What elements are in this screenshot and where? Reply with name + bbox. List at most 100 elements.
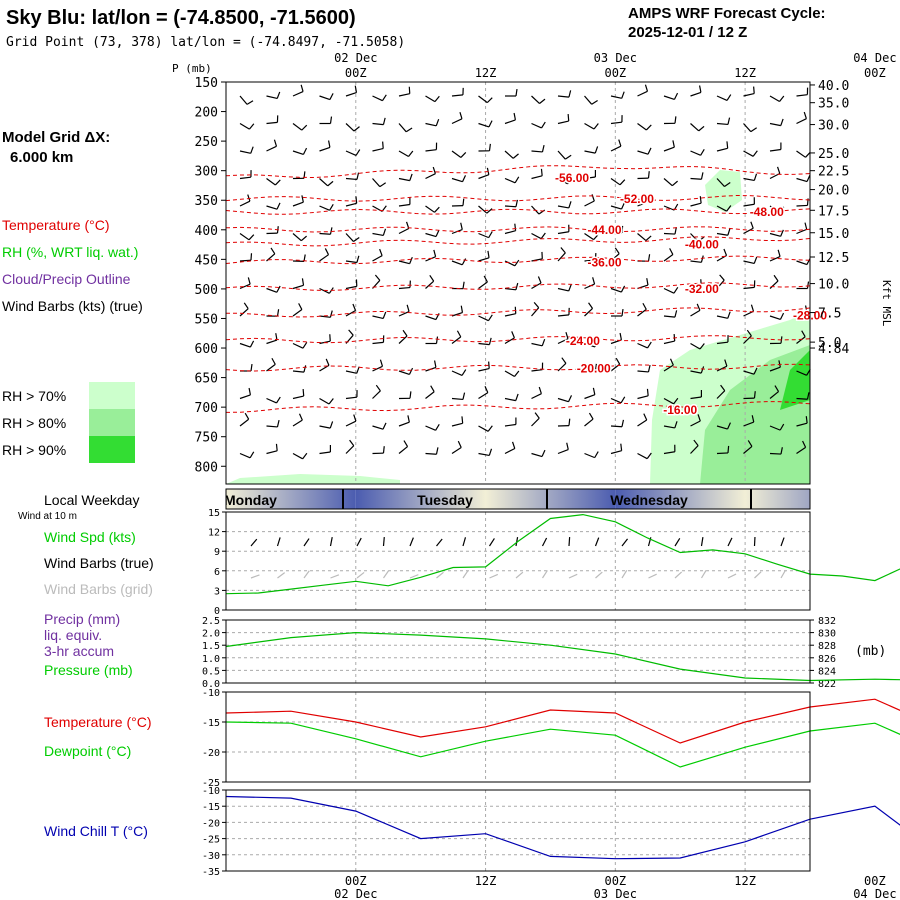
- wind-barb-flag: [409, 391, 412, 399]
- wind-barb: [478, 392, 489, 400]
- wind-barb-flag: [435, 336, 439, 344]
- cycle-line1: AMPS WRF Forecast Cycle:: [628, 5, 826, 22]
- weekday-label: Tuesday: [417, 492, 473, 508]
- surface-wind-barb: [594, 537, 600, 547]
- wind-barb: [557, 338, 569, 345]
- surface-wind-barb: [329, 537, 333, 547]
- wind-barb-flag: [620, 285, 626, 293]
- wind-barb: [610, 145, 622, 152]
- wind-barb: [557, 120, 569, 125]
- pressure-tick-label: 550: [195, 312, 218, 327]
- wind-barb: [531, 150, 543, 153]
- wind-barb: [319, 232, 331, 235]
- wind-barb: [292, 342, 304, 349]
- wind-barb-flag: [592, 387, 596, 395]
- wind-barb: [478, 174, 490, 180]
- wind-barb-flag: [409, 173, 413, 181]
- wind-barb: [319, 95, 331, 101]
- wind-barb: [372, 147, 384, 152]
- wind-barb-flag: [644, 84, 649, 92]
- wind-barb: [663, 425, 675, 429]
- wind-barb-flag: [753, 173, 758, 181]
- wind-barb: [584, 176, 596, 180]
- wind-barb-flag: [561, 357, 567, 364]
- wind-barb-flag: [673, 397, 679, 405]
- wind-barb-flag: [593, 123, 599, 130]
- panel-y-tick-label: -30: [202, 851, 220, 862]
- wind-barb: [557, 177, 568, 185]
- wind-barb-flag: [750, 127, 758, 133]
- wind-barb: [372, 95, 383, 102]
- wind-barb: [398, 335, 408, 344]
- grid-wind-barb: [330, 574, 340, 579]
- wind-barb-flag: [567, 177, 573, 185]
- wind-barb-flag: [276, 91, 281, 99]
- wind-barb-flag: [409, 256, 413, 264]
- wind-barb: [690, 370, 702, 374]
- wind-barb-flag: [697, 236, 705, 242]
- wind-barb-flag: [270, 247, 276, 255]
- wind-barb: [292, 201, 304, 207]
- wind-barb-flag: [488, 231, 493, 238]
- wind-barb: [796, 311, 808, 317]
- wind-barb-flag: [301, 124, 308, 131]
- wind-barb-flag: [646, 278, 649, 286]
- wind-barb: [716, 315, 728, 319]
- wind-barb: [716, 232, 728, 236]
- wind-barb-flag: [537, 276, 542, 284]
- wind-barb: [478, 452, 490, 457]
- wind-barb: [266, 205, 278, 210]
- panel-y-tick-label: 9: [214, 547, 220, 558]
- rh-90-swatch: [89, 436, 135, 463]
- wind-barb-flag: [511, 331, 515, 339]
- panel-background: [226, 790, 810, 871]
- wind-barb-flag: [302, 452, 308, 460]
- panel-background: [226, 620, 810, 683]
- wind-barb-flag: [271, 357, 276, 365]
- temperature-contour-label: -16.00: [663, 403, 697, 417]
- wind-barb-flag: [802, 440, 807, 448]
- top-date-label: 03 Dec: [594, 51, 637, 65]
- wind-barb: [239, 150, 251, 154]
- wind-barb-flag: [619, 332, 622, 341]
- pressure-unit-label: (mb): [855, 644, 886, 659]
- wind-barb-flag: [592, 277, 596, 285]
- wind-barb: [292, 370, 305, 373]
- rh-70-label: RH > 70%: [2, 388, 66, 404]
- wind-barb-flag: [435, 229, 440, 237]
- wind-barb-flag: [249, 451, 255, 459]
- wind-barb: [425, 205, 435, 213]
- wind-barb-flag: [778, 360, 781, 368]
- wind-barb-flag: [753, 367, 758, 375]
- wind-barb-flag: [647, 147, 652, 155]
- surface-wind-barb: [250, 538, 258, 547]
- wind-barb: [584, 95, 593, 105]
- wind-barb: [796, 397, 808, 400]
- wind-barb-flag: [568, 284, 572, 292]
- surface-wind-barb: [727, 537, 733, 547]
- wind-barb: [398, 93, 410, 97]
- wind-barb: [743, 370, 755, 375]
- wind-barb: [637, 90, 648, 97]
- wind-barb: [584, 394, 596, 400]
- panel-frame: [225, 691, 811, 783]
- wind-barb: [584, 308, 593, 317]
- wind-barb: [398, 286, 411, 290]
- wind-barb: [345, 445, 355, 454]
- panel-y-tick-label: 15: [208, 508, 220, 519]
- wind-barb: [345, 92, 357, 97]
- wind-barb-flag: [780, 118, 784, 126]
- bottom-time-label: 00Z: [604, 874, 626, 888]
- wind-barb-flag: [460, 222, 463, 230]
- cross-section-panel: -56.00 -52.00 -48.00 -44.00 -40.00 -36.00 -32.…: [195, 76, 849, 485]
- panel-frame: [225, 511, 811, 611]
- surface-wind-barb: [674, 538, 681, 547]
- wind-barb-flag: [353, 237, 360, 243]
- page-title: Sky Blu: lat/lon = (-74.8500, -71.5600): [6, 7, 356, 29]
- wind-barb-flag: [727, 117, 731, 125]
- wind-barb-flag: [356, 255, 360, 263]
- wind-barb: [531, 307, 540, 317]
- wind-barb-flag: [726, 141, 729, 149]
- wind-barb-flag: [328, 398, 334, 405]
